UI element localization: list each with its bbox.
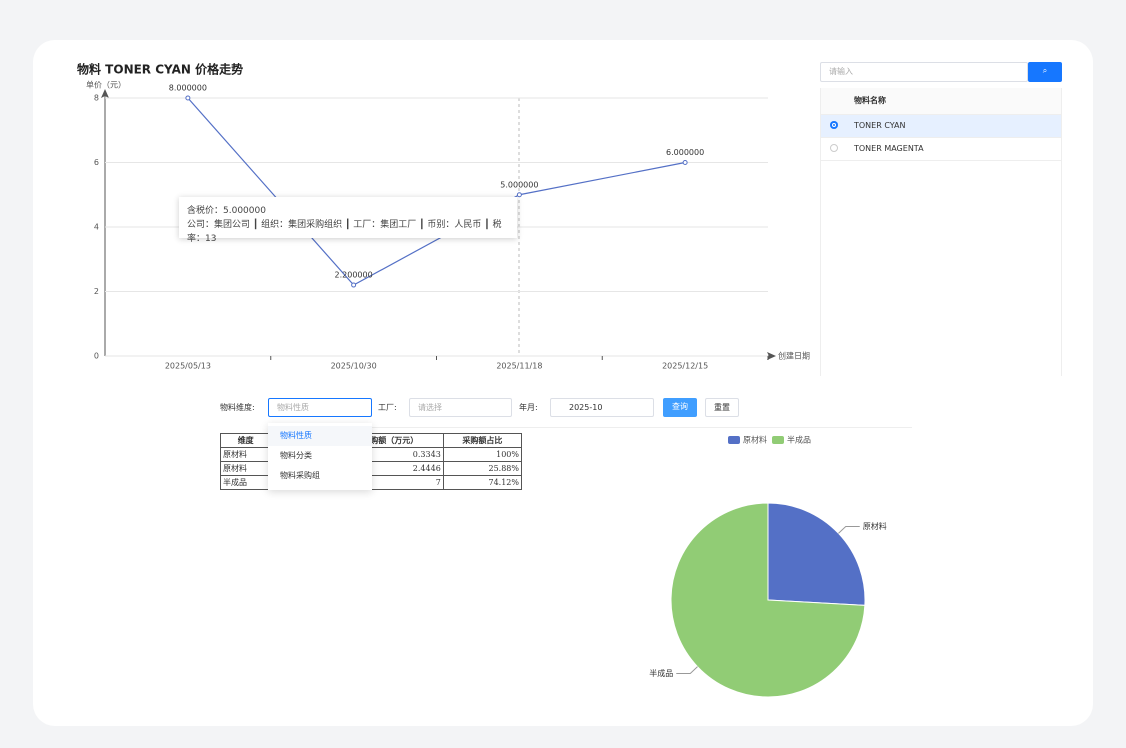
table-cell: 半成品 xyxy=(219,475,272,490)
point xyxy=(516,192,522,198)
point xyxy=(351,282,357,288)
header-cell: 采购额占比 xyxy=(442,433,523,448)
x-tick-label: 2025/05/13 xyxy=(165,362,211,371)
legend-swatch xyxy=(772,436,784,444)
radio-checked[interactable] xyxy=(830,121,838,129)
radio[interactable] xyxy=(830,144,838,152)
month-picker[interactable]: 2025-10 xyxy=(550,398,654,417)
list-row[interactable]: TONER CYAN xyxy=(821,115,1061,138)
x-tick-label: 2025/10/30 xyxy=(331,362,377,371)
y-arrow xyxy=(101,89,109,98)
search-input[interactable]: 请输入 xyxy=(820,62,1028,82)
chart-title: 物料 TONER CYAN 价格走势 xyxy=(77,62,243,77)
list-row[interactable]: TONER MAGENTA xyxy=(821,138,1061,161)
query-button[interactable]: 查询 xyxy=(663,398,697,417)
table-cell: 25.88% xyxy=(442,461,523,476)
y-tick-label: 4 xyxy=(94,223,99,232)
factory-select[interactable]: 请选择 xyxy=(409,398,512,417)
dimension-select[interactable]: 物料性质 xyxy=(268,398,372,417)
table-cell: 原材料 xyxy=(219,447,272,462)
pie-slice xyxy=(767,502,866,606)
y-tick-label: 8 xyxy=(94,94,99,103)
row-label: TONER CYAN xyxy=(854,121,906,130)
data-label: 6.000000 xyxy=(666,148,704,157)
x-axis-label: 创建日期 xyxy=(778,351,810,361)
y-tick-label: 0 xyxy=(94,352,99,361)
y-axis-label: 单价（元） xyxy=(86,80,126,90)
legend-label: 原材料 xyxy=(743,435,767,445)
table-cell: 100% xyxy=(442,447,523,462)
data-label: 2.200000 xyxy=(335,271,373,280)
search-button[interactable]: ⌕ xyxy=(1028,62,1062,82)
label: 物料维度: xyxy=(220,403,255,412)
legend-label: 半成品 xyxy=(787,435,811,445)
slice-label: 半成品 xyxy=(649,668,673,678)
legend-swatch xyxy=(728,436,740,444)
x-tick-label: 2025/11/18 xyxy=(496,362,542,371)
table-cell: 74.12% xyxy=(442,475,523,490)
label: 年月: xyxy=(519,403,538,412)
leader-line xyxy=(838,525,860,534)
divider xyxy=(372,427,912,428)
x-arrow xyxy=(767,352,776,360)
header-cell: 维度 xyxy=(219,433,272,448)
list-header: 物料名称 xyxy=(821,88,1061,115)
pie-slice xyxy=(670,502,866,698)
dropdown-option[interactable]: 物料性质 xyxy=(268,426,372,446)
point xyxy=(682,160,688,165)
card xyxy=(33,40,1093,726)
material-list: 物料名称 TONER CYAN TONER MAGENTA xyxy=(820,88,1062,376)
dropdown-option[interactable]: 物料采购组 xyxy=(280,471,320,480)
x-tick-label: 2025/12/15 xyxy=(662,362,708,371)
data-label: 5.000000 xyxy=(500,180,538,189)
leader-line xyxy=(676,666,698,675)
line xyxy=(187,97,686,286)
tooltip-line: 含税价：5.000000 xyxy=(187,206,266,216)
tooltip-line: 公司：集团公司 ┃ 组织：集团采购组织 ┃ 工厂：集团工厂 ┃ 币别：人民币 ┃… xyxy=(187,220,502,244)
dropdown-option[interactable]: 物料分类 xyxy=(280,451,312,460)
tooltip: 含税价：5.000000 公司：集团公司 ┃ 组织：集团采购组织 ┃ 工厂：集团… xyxy=(179,197,517,244)
row-label: TONER MAGENTA xyxy=(854,144,924,153)
table-cell: 原材料 xyxy=(219,461,272,476)
y-tick-label: 2 xyxy=(94,287,99,296)
slice-label: 原材料 xyxy=(863,521,887,531)
reset-button[interactable]: 重置 xyxy=(705,398,739,417)
y-tick-label: 6 xyxy=(94,158,99,167)
data-label: 8.000000 xyxy=(169,84,207,93)
label: 工厂: xyxy=(378,403,397,412)
dropdown: 物料性质物料分类物料采购组 xyxy=(268,423,372,490)
point xyxy=(185,95,191,101)
